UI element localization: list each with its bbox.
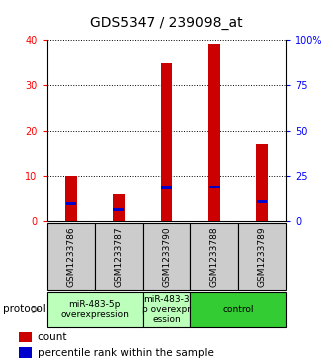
Bar <box>65 176 77 221</box>
Text: protocol: protocol <box>3 305 46 314</box>
Text: control: control <box>223 305 254 314</box>
Bar <box>47 223 95 290</box>
Bar <box>19 347 32 358</box>
Bar <box>47 292 143 327</box>
Text: GSM1233788: GSM1233788 <box>210 227 219 287</box>
Text: GSM1233790: GSM1233790 <box>162 227 171 287</box>
Bar <box>66 202 76 205</box>
Bar <box>208 44 220 221</box>
Bar <box>19 332 32 342</box>
Bar <box>238 223 286 290</box>
Bar <box>143 223 190 290</box>
Text: miR-483-5p
overexpression: miR-483-5p overexpression <box>60 300 129 319</box>
Bar <box>95 223 143 290</box>
Text: miR-483-3
p overexpr
ession: miR-483-3 p overexpr ession <box>142 294 191 325</box>
Text: GSM1233789: GSM1233789 <box>258 227 267 287</box>
Text: GSM1233786: GSM1233786 <box>66 227 75 287</box>
Text: GSM1233787: GSM1233787 <box>114 227 123 287</box>
Bar <box>209 185 219 188</box>
Bar <box>257 200 267 203</box>
Text: GDS5347 / 239098_at: GDS5347 / 239098_at <box>90 16 243 30</box>
Bar <box>256 144 268 221</box>
Bar <box>190 292 286 327</box>
Bar <box>190 223 238 290</box>
Bar <box>113 194 125 221</box>
Bar <box>114 208 124 211</box>
Bar <box>162 187 171 189</box>
Text: percentile rank within the sample: percentile rank within the sample <box>38 348 214 358</box>
Bar <box>143 292 190 327</box>
Bar <box>161 62 172 221</box>
Text: count: count <box>38 332 67 342</box>
